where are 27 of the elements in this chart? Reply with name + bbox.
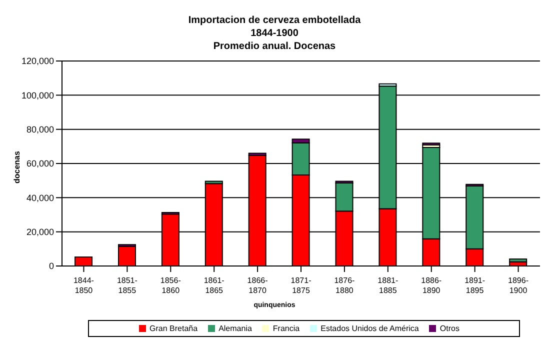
chart-subtitle: 1844-1900 Promedio anual. Docenas bbox=[212, 27, 337, 53]
x-tick-label: 1886-1890 bbox=[421, 276, 442, 295]
y-tick-label: 120,000 bbox=[21, 56, 54, 66]
x-tick-label: 1851-1855 bbox=[116, 276, 138, 295]
legend-label: Alemania bbox=[218, 324, 252, 333]
x-tick-label: 1881-1885 bbox=[378, 276, 398, 295]
y-tick-label: 20,000 bbox=[26, 227, 54, 238]
y-tick-label: 0 bbox=[48, 261, 54, 272]
bar bbox=[509, 258, 528, 262]
x-tick-label: 1844-1850 bbox=[73, 276, 94, 295]
legend-label: Gran Bretaña bbox=[150, 324, 198, 333]
legend-label: Estados Unidos de América bbox=[320, 324, 419, 333]
x-tick-label: 1861-1865 bbox=[204, 276, 225, 295]
x-tick-label: 1896-1900 bbox=[508, 276, 529, 295]
y-tick-label: 60,000 bbox=[26, 158, 54, 169]
x-tick-label: 1891-1895 bbox=[464, 276, 486, 295]
x-tick-label: 1871-1875 bbox=[290, 276, 312, 295]
legend-label: Francia bbox=[272, 324, 300, 333]
chart-title: Importacion de cerveza embotellada bbox=[187, 14, 362, 27]
x-tick-label: 1876-1880 bbox=[334, 276, 356, 295]
y-tick-label: 40,000 bbox=[26, 192, 54, 203]
x-tick-label: 1866-1870 bbox=[247, 276, 268, 295]
y-tick-label: 100,000 bbox=[21, 90, 54, 100]
legend-label: Otros bbox=[440, 324, 460, 333]
y-axis-title: docenas bbox=[12, 151, 22, 184]
y-tick-label: 80,000 bbox=[26, 124, 54, 135]
x-tick-label: 1856-1860 bbox=[160, 276, 182, 295]
